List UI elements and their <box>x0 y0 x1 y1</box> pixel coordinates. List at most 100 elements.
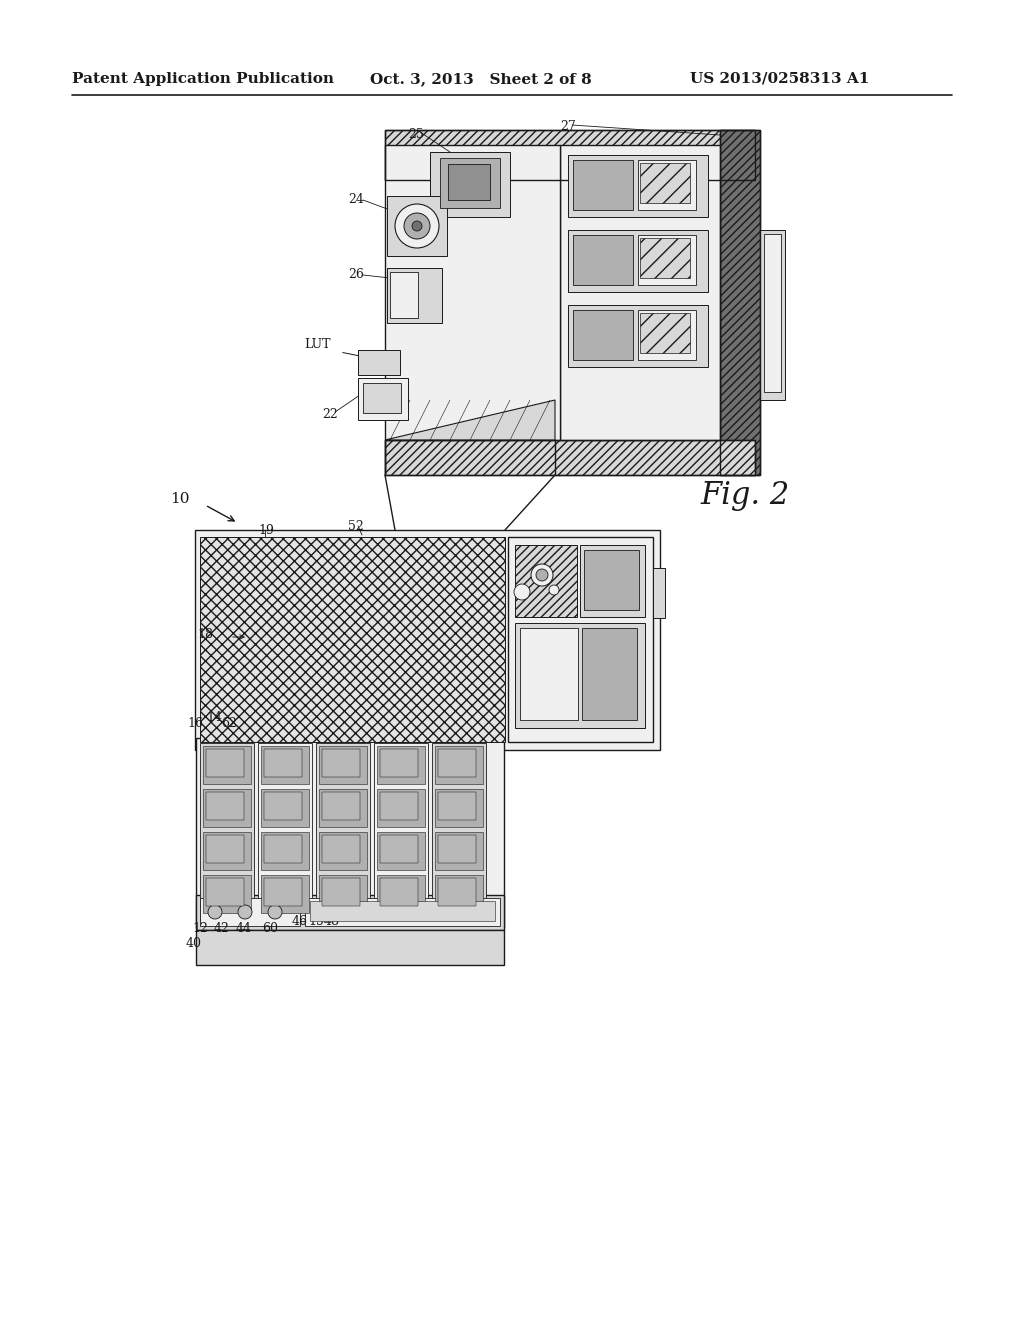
Bar <box>377 832 425 870</box>
Bar <box>261 832 309 870</box>
Bar <box>435 875 483 913</box>
Bar <box>438 836 476 863</box>
Bar <box>362 383 401 413</box>
Bar <box>760 230 785 400</box>
Bar <box>560 145 720 440</box>
Bar <box>515 623 645 729</box>
Circle shape <box>208 906 222 919</box>
Text: 19: 19 <box>258 524 273 537</box>
Bar <box>638 160 696 210</box>
Text: 27: 27 <box>560 120 575 133</box>
Text: US 2013/0258313 A1: US 2013/0258313 A1 <box>690 73 869 86</box>
Bar <box>515 545 577 616</box>
Bar <box>203 832 251 870</box>
Bar <box>195 531 660 750</box>
Text: Fig. 2: Fig. 2 <box>700 480 790 511</box>
Text: 18: 18 <box>197 628 213 642</box>
Bar <box>432 743 486 921</box>
Bar <box>305 898 500 927</box>
Bar <box>206 792 244 820</box>
Bar <box>377 875 425 913</box>
Text: 60: 60 <box>262 921 278 935</box>
Bar <box>200 743 254 921</box>
Bar <box>310 902 495 921</box>
Bar <box>508 537 653 742</box>
Bar <box>640 238 690 279</box>
Bar <box>638 310 696 360</box>
Bar <box>385 440 755 475</box>
Text: 10: 10 <box>170 492 189 506</box>
Text: 62: 62 <box>221 717 237 730</box>
Text: 24: 24 <box>348 193 364 206</box>
Circle shape <box>531 564 553 586</box>
Text: 52: 52 <box>348 520 364 533</box>
Bar <box>200 898 300 927</box>
Bar <box>385 129 755 180</box>
Bar <box>319 875 367 913</box>
Text: 14: 14 <box>206 711 222 723</box>
Bar <box>206 748 244 777</box>
Bar <box>653 568 665 618</box>
Text: 16: 16 <box>187 717 203 730</box>
Bar <box>520 628 578 719</box>
Bar <box>385 440 755 475</box>
Circle shape <box>395 205 439 248</box>
Bar <box>196 895 504 931</box>
Text: 42: 42 <box>214 921 230 935</box>
Bar <box>322 836 360 863</box>
Circle shape <box>404 213 430 239</box>
Bar <box>582 628 637 719</box>
Bar <box>322 748 360 777</box>
Bar <box>430 152 510 216</box>
Bar <box>380 836 418 863</box>
Circle shape <box>514 583 530 601</box>
Bar <box>435 746 483 784</box>
Bar <box>435 789 483 828</box>
Bar <box>640 162 690 203</box>
Text: Oct. 3, 2013   Sheet 2 of 8: Oct. 3, 2013 Sheet 2 of 8 <box>370 73 592 86</box>
Bar <box>580 545 645 616</box>
Circle shape <box>549 585 559 595</box>
Bar <box>573 235 633 285</box>
Bar <box>380 792 418 820</box>
Text: LUT: LUT <box>304 338 331 351</box>
Bar <box>568 154 708 216</box>
Bar <box>638 235 696 285</box>
Bar <box>200 537 505 742</box>
Bar <box>322 878 360 906</box>
Bar <box>449 164 490 201</box>
Bar <box>196 738 504 928</box>
Text: 44: 44 <box>236 921 252 935</box>
Text: 25: 25 <box>408 128 424 141</box>
Bar <box>573 310 633 360</box>
Circle shape <box>238 906 252 919</box>
Bar <box>264 792 302 820</box>
Bar <box>385 129 755 180</box>
Bar <box>385 145 560 440</box>
Text: Patent Application Publication: Patent Application Publication <box>72 73 334 86</box>
Bar <box>261 789 309 828</box>
Bar <box>390 272 418 318</box>
Bar <box>438 748 476 777</box>
Bar <box>203 789 251 828</box>
Bar <box>387 195 447 256</box>
Text: 50: 50 <box>372 907 388 920</box>
Bar <box>720 129 760 475</box>
Bar <box>573 160 633 210</box>
Bar <box>264 748 302 777</box>
Circle shape <box>536 569 548 581</box>
Text: 26: 26 <box>348 268 364 281</box>
Bar <box>568 305 708 367</box>
Bar <box>319 832 367 870</box>
Bar <box>387 268 442 323</box>
Bar <box>374 743 428 921</box>
Bar <box>316 743 370 921</box>
Bar <box>264 836 302 863</box>
Text: 22: 22 <box>322 408 338 421</box>
Bar <box>435 832 483 870</box>
Bar <box>358 378 408 420</box>
Bar <box>438 792 476 820</box>
Bar <box>568 230 708 292</box>
Bar <box>261 746 309 784</box>
Bar <box>206 836 244 863</box>
